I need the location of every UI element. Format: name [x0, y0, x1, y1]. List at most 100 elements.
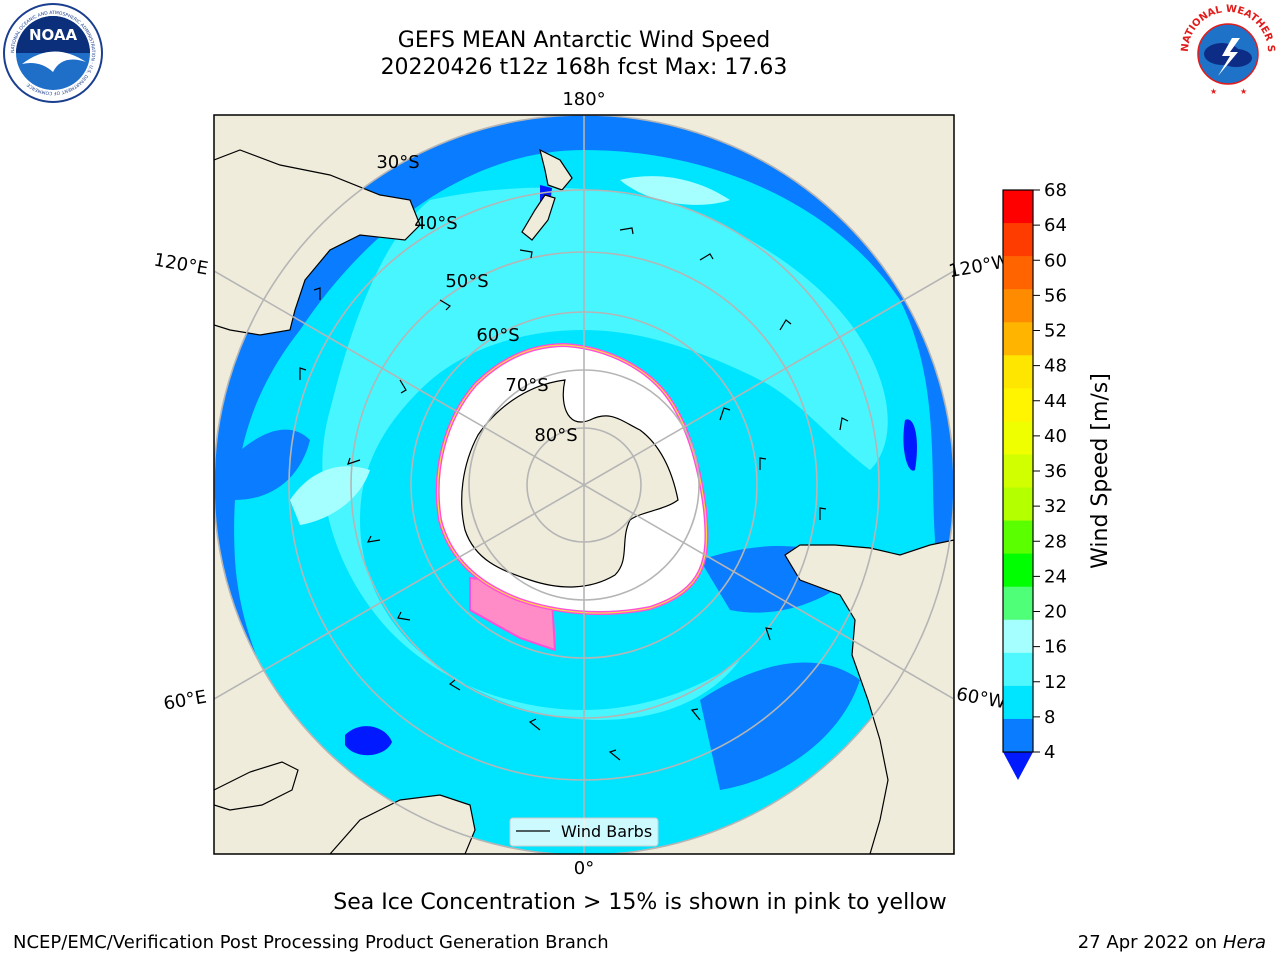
wind-barb: [779, 319, 792, 331]
legend-label: Wind Barbs: [561, 822, 652, 841]
wind-band-4-8-patch: [700, 662, 860, 790]
colorbar-segment: [1003, 487, 1033, 522]
noaa-logo-text: NOAA: [29, 26, 78, 44]
colorbar-ticks: 68 64 60 56 52 48 44 40 36 32 28 24 20 16 12 8 4: [1033, 180, 1067, 763]
colorbar-segment: [1003, 289, 1033, 323]
lat-label-30s: 30°S: [376, 152, 419, 173]
legend-box: [509, 817, 659, 847]
colorbar-segment: [1003, 421, 1033, 455]
colorbar-tick-label: 40: [1044, 426, 1067, 447]
colorbar-segments: [1003, 190, 1033, 753]
land-africa: [329, 794, 476, 854]
colorbar-segment: [1003, 190, 1033, 224]
wind-barb: [397, 611, 411, 621]
colorbar-segment: [1003, 223, 1033, 257]
wind-barb: [608, 749, 621, 761]
colorbar-tick-label: 52: [1044, 321, 1067, 342]
wind-barb: [819, 507, 827, 520]
colorbar-segment: [1003, 322, 1033, 356]
colorbar-tick-label: 56: [1044, 285, 1067, 306]
wind-band-4-8-patch: [230, 429, 310, 500]
colorbar-segment: [1003, 256, 1033, 290]
meridian-120w-60e: [214, 270, 954, 700]
colorbar: 68 64 60 56 52 48 44 40 36 32 28 24 20 16 12 8 4 Wind Sp…: [1002, 180, 1113, 780]
colorbar-tick-label: 28: [1044, 531, 1067, 552]
colorbar-segment: [1003, 586, 1033, 621]
colorbar-under-arrow: [1003, 752, 1033, 780]
lon-label-180: 180°: [562, 89, 605, 110]
colorbar-segment: [1003, 553, 1033, 588]
wind-barb: [448, 679, 461, 691]
lon-label-60e: 60°E: [162, 686, 208, 714]
lat-label-80s: 80°S: [534, 425, 577, 446]
lat-label-60s: 60°S: [476, 325, 519, 346]
footer-branch: NCEP/EMC/Verification Post Processing Pr…: [13, 932, 609, 953]
land-antarctica: [461, 379, 679, 588]
svg-text:★: ★: [1240, 87, 1247, 96]
wind-barb: [719, 407, 731, 421]
colorbar-segment: [1003, 388, 1033, 422]
wind-barb: [313, 287, 321, 300]
wind-barb: [759, 457, 767, 470]
wind-barb: [299, 367, 307, 380]
land-new-zealand-north: [539, 148, 573, 191]
colorbar-tick-label: 60: [1044, 250, 1067, 271]
colorbar-segment: [1003, 355, 1033, 389]
wind-barbs: [299, 227, 849, 761]
colorbar-tick-label: 32: [1044, 496, 1067, 517]
nws-logo: NATIONAL WEATHER SERVICE ★ ★: [1178, 2, 1276, 99]
colorbar-tick-label: 48: [1044, 356, 1067, 377]
lat-label-70s: 70°S: [505, 375, 548, 396]
sea-ice-edge-yellow: [437, 344, 708, 614]
colorbar-segment: [1003, 718, 1033, 753]
land-south-america: [784, 539, 954, 854]
colorbar-label: Wind Speed [m/s]: [1088, 373, 1113, 569]
wind-barb: [347, 457, 361, 465]
colorbar-segment: [1003, 520, 1033, 555]
wind-band-under-4-patch: [345, 726, 392, 756]
wind-barb: [519, 249, 533, 259]
chart-title: GEFS MEAN Antarctic Wind Speed: [397, 28, 771, 53]
footer-date-text: 27 Apr 2022 on: [1077, 932, 1223, 953]
map-legend: Wind Barbs: [509, 817, 659, 847]
wind-barb: [765, 627, 773, 641]
graticule: [214, 115, 954, 854]
wind-barb: [839, 417, 849, 431]
colorbar-tick-label: 20: [1044, 602, 1067, 623]
wind-barb: [528, 718, 541, 731]
colorbar-tick-label: 16: [1044, 637, 1067, 658]
colorbar-segment: [1003, 685, 1033, 720]
land-australia: [214, 149, 421, 336]
wind-barb: [699, 253, 714, 261]
colorbar-segment: [1003, 454, 1033, 489]
svg-text:★: ★: [1210, 87, 1217, 96]
map-frame-border: [213, 114, 955, 855]
noaa-logo: NOAA NATIONAL OCEANIC AND ATMOSPHERIC AD…: [3, 3, 103, 103]
wind-barb: [399, 379, 407, 394]
chart-subtitle: 20220426 t12z 168h fcst Max: 17.63: [380, 55, 788, 80]
footer-machine: Hera: [1222, 932, 1266, 953]
colorbar-tick-label: 24: [1044, 566, 1067, 587]
land-madagascar: [214, 761, 299, 811]
wind-band-16-20-patch: [290, 466, 370, 525]
colorbar-tick-label: 44: [1044, 391, 1067, 412]
land-new-zealand-south: [521, 194, 556, 241]
colorbar-segment: [1003, 652, 1033, 687]
colorbar-tick-label: 8: [1044, 707, 1055, 728]
map-caption: Sea Ice Concentration > 15% is shown in …: [333, 890, 947, 915]
wind-barb: [366, 535, 381, 543]
latitude-labels: 30°S 40°S 50°S 60°S 70°S 80°S: [376, 152, 577, 446]
wind-band-16-20-patch: [620, 176, 730, 205]
colorbar-tick-label: 36: [1044, 461, 1067, 482]
footer-date: 27 Apr 2022 on Hera: [1078, 932, 1266, 953]
lon-label-0: 0°: [574, 858, 594, 879]
colorbar-segment: [1003, 619, 1033, 654]
wind-barb: [619, 227, 634, 235]
wind-barb: [439, 299, 451, 311]
lat-label-40s: 40°S: [414, 213, 457, 234]
wind-barb: [690, 708, 701, 721]
colorbar-tick-label: 68: [1044, 180, 1067, 201]
colorbar-tick-label: 4: [1044, 742, 1055, 763]
lat-label-50s: 50°S: [445, 271, 488, 292]
